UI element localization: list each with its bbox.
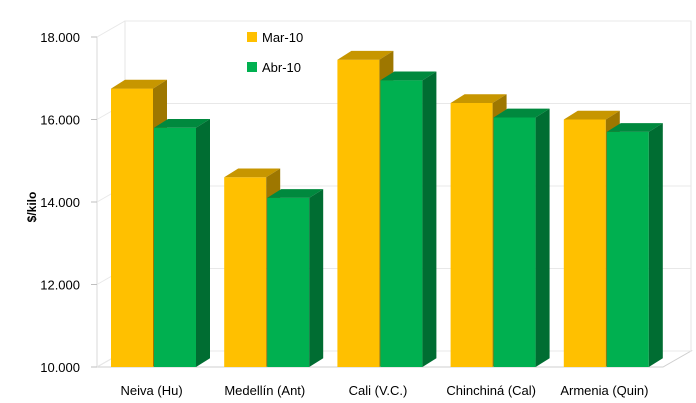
y-tick-label: 16.000 [40,113,80,128]
y-tick-label: 18.000 [40,30,80,45]
bar-top [493,108,550,118]
bar [154,118,210,367]
bar-top [224,168,281,178]
x-tick-label: Cali (V.C.) [349,383,408,398]
bar [267,189,324,367]
bar-top [154,118,210,128]
bar-top [111,79,167,89]
bar-top [380,71,437,81]
legend: Mar-10 Abr-10 [247,30,303,75]
bar-top [563,110,620,120]
bar-front [337,59,380,367]
bar-side [535,108,550,367]
bar-front [563,119,606,367]
bar [606,123,663,367]
legend-label: Mar-10 [262,30,303,45]
x-tick-label: Medellín (Ant) [224,383,305,398]
x-tick-label: Armenia (Quin) [560,383,648,398]
legend-swatch [247,32,257,42]
bar-front [450,103,493,367]
bar-front [606,131,649,367]
bar-top [606,123,663,132]
gridline [96,20,691,38]
bar-top [337,50,394,60]
bar-side [309,189,324,367]
bar-front [493,117,536,367]
bar [493,108,550,367]
y-axis-ticks: 10.000 12.000 14.000 16.000 18.000 [40,30,97,375]
bar [380,71,437,367]
bar-front [224,177,267,367]
bars [111,50,663,367]
legend-swatch [247,62,257,72]
bar-front [111,88,153,367]
bar-front [267,197,310,367]
bar-top [450,94,507,103]
bar-top [267,189,324,198]
bar-front [380,80,423,367]
x-tick-label: Neiva (Hu) [121,383,183,398]
y-tick-label: 12.000 [40,278,80,293]
bar-side [196,118,210,367]
y-tick-label: 14.000 [40,195,80,210]
bar-front [154,127,196,367]
y-axis-label: $/kilo [25,192,39,223]
legend-label: Abr-10 [262,60,301,75]
x-axis-ticks: Neiva (Hu) Medellín (Ant) Cali (V.C.) Chinc… [121,383,649,398]
bar-side [422,71,437,367]
bar-side [648,123,663,367]
x-tick-label: Chinchiná (Cal) [446,383,536,398]
y-tick-label: 10.000 [40,360,80,375]
